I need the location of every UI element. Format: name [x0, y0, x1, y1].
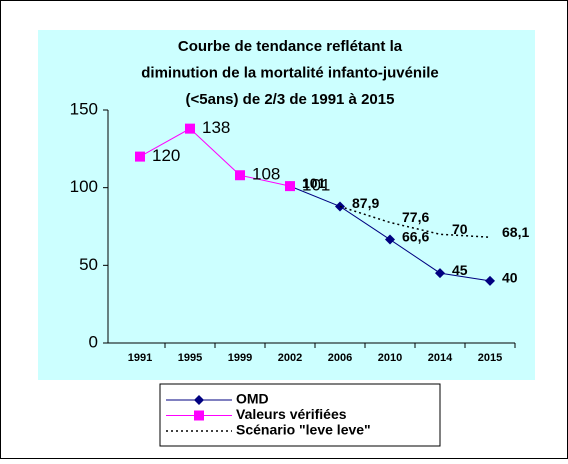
data-label: 45 — [452, 262, 468, 278]
data-label: 138 — [202, 118, 230, 137]
data-label: 68,1 — [502, 224, 529, 240]
data-label: 108 — [252, 165, 280, 184]
point — [385, 234, 395, 245]
legend-label: Valeurs vérifiées — [236, 406, 347, 422]
y-tick-label: 100 — [70, 177, 98, 196]
x-tick-label: 2015 — [478, 352, 502, 364]
x-tick-label: 1991 — [128, 352, 152, 364]
point — [235, 170, 245, 181]
point — [135, 151, 145, 162]
legend-label: OMD — [236, 391, 269, 407]
legend-marker — [194, 395, 204, 405]
plot-background — [38, 30, 535, 380]
point — [285, 181, 295, 192]
data-label: 66,6 — [402, 228, 429, 244]
legend-marker — [194, 410, 204, 421]
x-tick-label: 2010 — [378, 352, 402, 364]
x-tick-label: 1999 — [228, 352, 252, 364]
data-label: 87,9 — [352, 195, 379, 211]
x-tick-label: 1995 — [178, 352, 202, 364]
x-tick-label: 2006 — [328, 352, 352, 364]
point — [485, 275, 495, 286]
chart-title: (<5ans) de 2/3 de 1991 à 2015 — [186, 91, 395, 108]
legend-label: Scénario "leve leve" — [236, 422, 371, 438]
data-label: 101 — [302, 176, 330, 195]
series-line — [139, 128, 291, 187]
x-tick-label: 2002 — [278, 352, 302, 364]
data-label: 120 — [152, 146, 180, 165]
data-label: 40 — [502, 270, 518, 286]
data-label: 77,6 — [402, 209, 429, 225]
chart-title: Courbe de tendance reflétant la — [178, 38, 403, 55]
x-tick-label: 2014 — [428, 352, 453, 364]
y-tick-label: 150 — [70, 99, 98, 118]
y-tick-label: 50 — [79, 255, 98, 274]
series-line — [339, 205, 491, 238]
point — [185, 123, 195, 134]
chart-title: diminution de la mortalité infanto-juvén… — [141, 64, 439, 81]
point — [435, 268, 445, 279]
y-tick-label: 0 — [89, 332, 98, 351]
data-label: 101 — [302, 175, 326, 191]
data-label: 70 — [452, 221, 468, 237]
